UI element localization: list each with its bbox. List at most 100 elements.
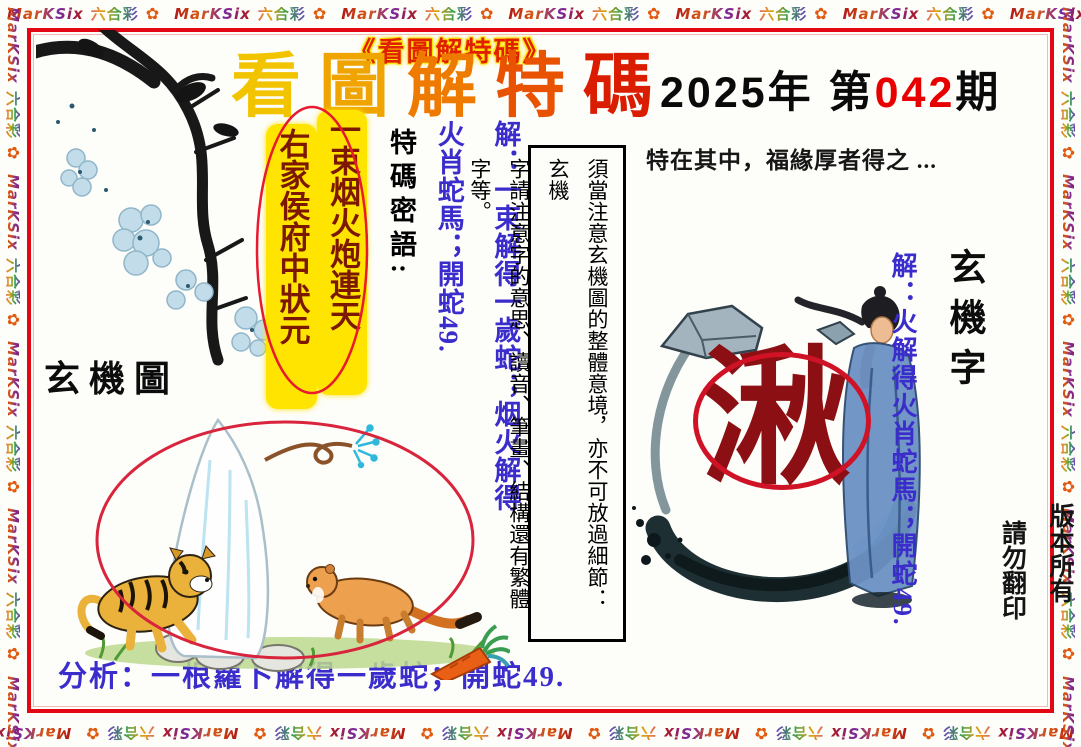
border-unit: MarKSix六合彩✿ — [1059, 669, 1077, 747]
secret-ellipse-annotation — [255, 105, 369, 395]
border-strip-top: MarKSix 六合彩 ✿ MarKSix 六合彩 ✿ MarKSix 六合彩 ✿ MarKSix… — [0, 0, 1081, 27]
border-strip-left: MarKSix六合彩✿MarKSix六合彩✿MarKSix六合彩✿MarKSix… — [0, 0, 26, 747]
ink-arc-left — [650, 331, 703, 515]
marksix-wordmark: MarKSix — [830, 724, 907, 742]
carrot-illustration — [429, 624, 510, 680]
motto-line: 特在其中，福緣厚者得之 ... — [646, 148, 937, 173]
spark-burst — [352, 424, 380, 469]
marksix-wordmark: MarKSix — [1059, 341, 1077, 418]
liuhecai-wordmark: 六合彩 — [4, 585, 20, 640]
plum-ink-blobs — [78, 38, 239, 137]
border-unit: MarKSix六合彩✿ — [1003, 5, 1081, 23]
marksix-wordmark: MarKSix — [4, 174, 22, 251]
border-strip-right: MarKSix六合彩✿MarKSix六合彩✿MarKSix六合彩✿MarKSix… — [1055, 0, 1081, 747]
mystery-picture-label: 玄機圖 — [44, 359, 180, 399]
title-char: 看 — [231, 49, 301, 126]
marksix-wordmark: MarKSix — [4, 341, 22, 418]
flower-icon: ✿ — [586, 724, 602, 743]
flower-icon: ✿ — [1059, 145, 1078, 161]
flower-icon: ✿ — [312, 4, 328, 23]
marksix-wordmark: MarKSix — [1059, 7, 1077, 84]
border-unit: MarKSix六合彩✿ — [4, 669, 22, 747]
marksix-wordmark: MarKSix — [1010, 5, 1081, 23]
flower-icon: ✿ — [4, 479, 23, 495]
marksix-wordmark: MarKSix — [842, 5, 920, 23]
liuhecai-wordmark: 六合彩 — [608, 724, 663, 740]
flower-icon: ✿ — [1059, 312, 1078, 328]
solution-line: 解：火解得火肖蛇馬；開蛇49. — [888, 252, 917, 627]
liuhecai-wordmark: 六合彩 — [919, 7, 974, 23]
plum-branches — [36, 30, 248, 366]
liuhecai-wordmark: 六合彩 — [251, 7, 306, 23]
flower-icon: ✿ — [479, 4, 495, 23]
marksix-wordmark: MarKSix — [4, 676, 22, 747]
liuhecai-wordmark: 六合彩 — [441, 724, 496, 740]
flower-icon: ✿ — [4, 312, 23, 328]
issue-line: 2025年 第042期 — [660, 58, 1052, 120]
liuhecai-wordmark: 六合彩 — [4, 84, 20, 139]
tiger-illustration — [77, 545, 216, 653]
flower-icon: ✿ — [1059, 479, 1078, 495]
liuhecai-wordmark: 六合彩 — [942, 724, 997, 740]
liuhecai-wordmark: 六合彩 — [4, 251, 20, 306]
liuhecai-wordmark: 六合彩 — [418, 7, 473, 23]
marksix-wordmark: MarKSix — [508, 5, 586, 23]
marksix-wordmark: MarKSix — [161, 724, 239, 742]
border-unit: MarKSix六合彩 ✿ — [4, 334, 23, 501]
poster-badge-title: 《看圖解特碼》 — [348, 37, 552, 67]
plum-blossoms — [60, 148, 275, 357]
ink-swash-core — [674, 554, 864, 592]
liuhecai-wordmark: 六合彩 — [752, 7, 807, 23]
title-char: 特 — [495, 49, 565, 126]
border-unit: MarKSix六合彩✿ — [4, 0, 23, 167]
notice-line: 須當注意玄機圖的整體意境，亦不可放過細節：玄機 — [545, 158, 609, 610]
flower-icon: ✿ — [419, 724, 434, 743]
liuhecai-wordmark: 六合彩 — [585, 7, 640, 23]
mystery-word-label: 玄機字 — [943, 248, 984, 398]
flower-icon: ✿ — [85, 724, 100, 743]
flower-icon: ✿ — [252, 724, 267, 743]
title-char: 解 — [407, 49, 477, 126]
flower-icon: ✿ — [814, 4, 829, 23]
flower-icon: ✿ — [4, 145, 23, 161]
border-unit: MarKSix六合彩 ✿ — [1059, 0, 1078, 167]
solution-line: 解：一束解得一歲蛇；烟火解得 — [490, 120, 521, 512]
poster-main-title: 看 圖 解 特 碼 — [231, 50, 653, 126]
border-unit: MarKSix六合彩✿ — [4, 501, 23, 668]
border-unit: MarKSix六合彩 ✿ — [4, 167, 23, 334]
liuhecai-wordmark: 六合彩 — [274, 724, 329, 740]
weasel-illustration — [306, 564, 482, 644]
border-strip-bottom: MarKSix六合彩✿MarKSix六合彩✿MarKSix六合彩✿MarKSix… — [0, 719, 1081, 747]
flower-icon: ✿ — [4, 647, 23, 662]
notice-box: 須當注意玄機圖的整體意境，亦不可放過細節：玄機 字請注意字的意思、讀音、筆畫、結… — [468, 145, 626, 642]
liuhecai-wordmark: 六合彩 — [1059, 251, 1075, 306]
title-char: 碼 — [583, 49, 653, 126]
flower-icon: ✿ — [981, 4, 996, 23]
flower-icon: ✿ — [647, 4, 662, 23]
rock-illustration — [659, 304, 856, 360]
border-unit: MarKSix六合彩 ✿ — [78, 724, 245, 743]
issue-year: 2025年 第 — [660, 69, 875, 117]
secret-couplet-line: 右家侯府中狀元 — [266, 124, 317, 409]
liuhecai-wordmark: 六合彩 — [1059, 84, 1075, 139]
flower-icon: ✿ — [145, 4, 161, 23]
border-unit: MarKSix六合彩✿ — [413, 724, 580, 743]
marksix-wordmark: MarKSix — [1059, 508, 1077, 586]
mystery-word-solution: 解：火解得火肖蛇馬；開蛇49. — [884, 252, 921, 702]
border-unit: MarKSix六合彩✿ — [245, 724, 412, 743]
red-ellipse-annotation — [95, 420, 475, 660]
firecracker-branch — [264, 424, 380, 469]
issue-number: 042 — [874, 69, 956, 117]
liuhecai-wordmark: 六合彩 — [4, 418, 20, 473]
poster-frame — [27, 28, 1054, 713]
marksix-wordmark: MarKSix — [7, 5, 84, 23]
flower-icon: ✿ — [1059, 647, 1078, 662]
copyright-line: 版本所有 — [1046, 503, 1073, 603]
liuhecai-wordmark: 六合彩 — [1059, 418, 1075, 473]
copyright-line: 請勿翻印 — [998, 520, 1026, 620]
liuhecai-wordmark: 六合彩 — [107, 724, 162, 740]
